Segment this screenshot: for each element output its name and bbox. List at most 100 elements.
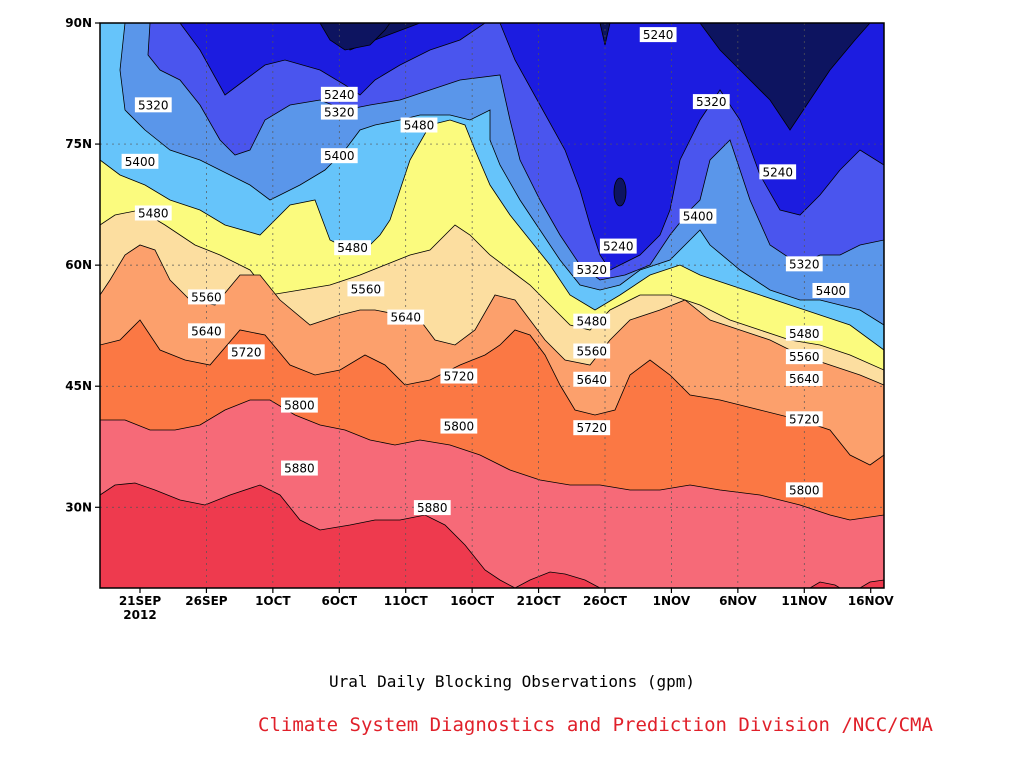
contour-label: 5720 [576,421,607,435]
credit-line: Climate System Diagnostics and Predictio… [258,714,933,736]
contour-label: 5800 [444,420,475,434]
x-tick-label: 11OCT [384,594,429,608]
x-tick-label: 6NOV [719,594,757,608]
band-5880-plus-blob [809,581,841,588]
x-tick-label: 11NOV [781,594,828,608]
contour-label-bg [692,94,730,110]
band-5880 [100,23,884,588]
contour-label-bg [785,256,823,272]
contour-label-bg [413,500,451,516]
contour-label-bg [599,238,637,254]
contour-label-bg [121,153,159,169]
contour-label: 5320 [789,257,820,271]
y-tick-label: 60N [65,258,92,272]
contour-labels: 5320 5240 5320 5240 5320 5400 5400 5480 5240 5480… [121,27,850,516]
contour-label: 5880 [284,462,315,476]
chart-caption: Ural Daily Blocking Observations (gpm) [328,672,696,691]
x-tick-label: 1OCT [255,594,291,608]
contour-label-bg [573,371,611,387]
x-tick-label: 21OCT [517,594,562,608]
contour-label: 5800 [789,483,820,497]
x-year-label: 2012 [123,608,156,622]
contour-label: 5320 [324,106,355,120]
y-tick-label: 45N [65,379,92,393]
contour-label: 5240 [762,165,793,179]
x-tick-label: 16NOV [848,594,895,608]
contour-label-bg [440,368,478,384]
contour-label: 5560 [789,350,820,364]
contour-label: 5480 [576,315,607,329]
contour-label: 5320 [696,95,727,109]
contour-label-bg [188,323,225,339]
y-tick-label: 30N [65,500,92,514]
contour-label: 5240 [324,88,355,102]
contour-label-bg [400,117,438,133]
contour-label-bg [785,349,823,365]
x-tick-label: 1NOV [653,594,691,608]
contour-label-bg [334,240,371,256]
band-min-cell [319,23,391,51]
contour-fills [100,23,884,588]
contour-label-bg [188,289,225,305]
contour-label-bg [281,460,318,476]
contour-label: 5640 [390,311,421,325]
contour-label-bg [227,344,265,360]
contour-label-bg [785,370,823,386]
y-tick-label: 75N [65,137,92,151]
contour-label-bg [320,86,358,102]
contour-label: 5800 [284,399,315,413]
contour-label-bg [573,313,611,329]
grid-lines [100,23,884,588]
x-tick-label: 26SEP [185,594,228,608]
y-tick-label: 90N [65,16,92,30]
contour-label-bg [679,208,717,224]
contour-label: 5640 [191,324,222,338]
contour-label-bg [785,325,823,341]
contour-label: 5720 [444,370,475,384]
contour-label: 5560 [191,290,222,304]
contour-label: 5640 [789,372,820,386]
contour-label: 5480 [404,119,435,133]
contour-label-bg [759,164,797,180]
contour-label: 5320 [576,263,607,277]
contour-label: 5400 [816,284,847,298]
contour-label-bg [785,482,823,498]
contour-label: 5240 [643,28,674,42]
contour-label: 5400 [683,210,714,224]
band-min-blob [613,177,627,207]
plot-frame [99,22,885,589]
contour-label: 5400 [125,155,156,169]
contour-label-bg [134,97,172,113]
contour-label-bg [573,420,611,436]
axis: 90N 75N 60N 45N 30N 21SEP 26SEP 1OCT 6OCT 11OCT 16… [65,16,894,622]
contour-label-bg [320,148,358,164]
x-tick-label: 6OCT [322,594,358,608]
contour-label: 5480 [789,327,820,341]
x-tick-label: 21SEP [119,594,162,608]
contour-label-bg [573,343,611,359]
contour-label-bg [785,411,823,427]
x-tick-label: 16OCT [450,594,495,608]
contour-label: 5720 [789,412,820,426]
x-tick-label: 26OCT [583,594,628,608]
contour-label-bg [281,397,318,413]
band-5880-plus [100,482,611,588]
band-5880-plus-blob [859,579,884,588]
contour-label: 5640 [576,373,607,387]
contour-label-bg [134,205,172,221]
contour-label: 5240 [603,240,634,254]
contour-label-bg [639,27,677,43]
contour-label: 5480 [337,241,368,255]
contour-label: 5720 [231,345,262,359]
contour-label-bg [812,282,850,298]
contour-label: 5320 [138,98,169,112]
contour-label: 5480 [138,206,169,220]
contour-label-bg [387,309,425,325]
contour-label: 5880 [417,501,448,515]
contour-label: 5560 [576,345,607,359]
contour-label-bg [573,261,611,277]
contour-label: 5560 [351,282,382,296]
contour-label-bg [347,281,385,297]
contour-label-bg [320,104,358,120]
